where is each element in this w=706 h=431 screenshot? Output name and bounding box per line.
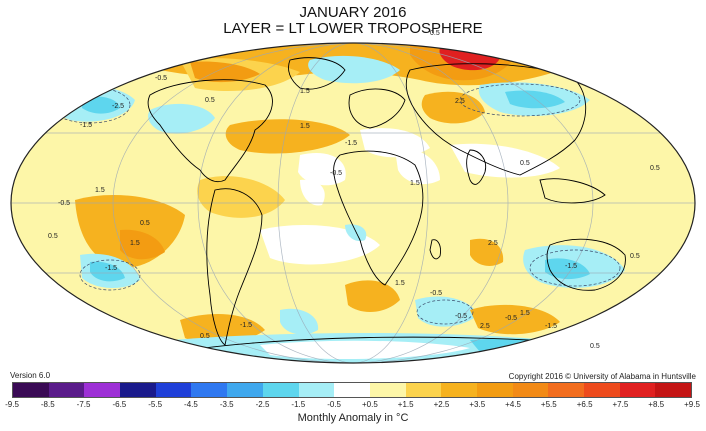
contour-label: 0.5 [630, 253, 640, 260]
scale-tick-label: -4.5 [184, 400, 198, 409]
color-swatch [405, 383, 442, 397]
scale-tick-label: +7.5 [612, 400, 629, 409]
color-scale-ticks: -9.5 -8.5 -7.5 -6.5 -5.5 -4.5 -3.5 -2.5 -1.5 -0.5… [5, 400, 700, 412]
color-swatch [619, 383, 656, 397]
color-scale-bar [12, 382, 692, 398]
color-swatch [584, 383, 620, 397]
color-swatch [334, 383, 370, 397]
contour-label: 0.5 [48, 233, 58, 240]
scale-tick-label: -8.5 [40, 400, 55, 409]
scale-tick-label: -7.5 [76, 400, 91, 409]
color-swatch [655, 383, 692, 397]
anomaly-fill [11, 43, 695, 363]
scale-tick-label: -5.5 [148, 400, 163, 409]
contour-label: 0.5 [200, 333, 210, 340]
contour-label: -1.5 [240, 322, 252, 329]
contour-label: 0.5 [430, 30, 440, 37]
contour-label: -2.5 [112, 103, 124, 110]
color-swatch [512, 383, 549, 397]
scale-tick-label: -3.5 [219, 400, 234, 409]
color-swatch [84, 383, 121, 397]
copyright-label: Copyright 2016 © University of Alabama i… [508, 372, 696, 381]
scale-tick-label: -0.5 [327, 400, 341, 409]
color-swatch [369, 383, 406, 397]
contour-label: 0.5 [205, 97, 215, 104]
contour-label: 0.5 [590, 343, 600, 350]
contour-label: 2.5 [480, 323, 490, 330]
scale-tick-label: +8.5 [648, 400, 665, 409]
contour-label: -1.5 [345, 140, 357, 147]
contour-label: 2.5 [455, 98, 465, 105]
contour-label: -0.5 [58, 200, 70, 207]
globe-outline [10, 42, 696, 364]
scale-tick-label: +2.5 [433, 400, 450, 409]
scale-tick-label: +0.5 [361, 400, 378, 409]
contour-label: -1.5 [565, 263, 577, 270]
map-title: JANUARY 2016 [299, 4, 407, 21]
scale-tick-label: -6.5 [112, 400, 127, 409]
color-swatch [48, 383, 85, 397]
color-swatch [13, 383, 49, 397]
contour-label: 2.5 [488, 240, 498, 247]
legend-caption: Monthly Anomaly in °C [297, 412, 409, 424]
scale-tick-label: -1.5 [291, 400, 306, 409]
color-swatch [476, 383, 513, 397]
color-swatch [441, 383, 477, 397]
layer-subtitle: LAYER = LT LOWER TROPOSPHERE [223, 20, 483, 37]
contour-label: -0.5 [455, 313, 467, 320]
scale-tick-label: +9.5 [684, 400, 700, 409]
contour-label: -0.5 [155, 75, 167, 82]
scale-tick-label: +6.5 [576, 400, 593, 409]
color-swatch [262, 383, 299, 397]
color-swatch [548, 383, 584, 397]
version-label: Version 6.0 [10, 371, 51, 380]
contour-label: -0.5 [330, 170, 342, 177]
contour-label: 1.5 [395, 280, 405, 287]
contour-label: -0.5 [430, 290, 442, 297]
color-swatch [120, 383, 156, 397]
contour-label: 1.5 [95, 187, 105, 194]
contour-label: 0.5 [140, 220, 150, 227]
color-swatch [298, 383, 335, 397]
contour-label: -1.5 [105, 265, 117, 272]
contour-label: 1.5 [520, 310, 530, 317]
contour-label: 1.5 [410, 180, 420, 187]
scale-tick-label: +5.5 [540, 400, 557, 409]
color-swatch [155, 383, 192, 397]
color-swatch [191, 383, 228, 397]
contour-label: -1.5 [545, 323, 557, 330]
scale-tick-label: +4.5 [505, 400, 521, 409]
contour-label: -1.5 [80, 122, 92, 129]
scale-tick-label: -9.5 [5, 400, 19, 409]
contour-label: 1.5 [130, 240, 140, 247]
scale-tick-label: +3.5 [469, 400, 486, 409]
contour-label: 0.5 [520, 160, 530, 167]
scale-tick-label: +1.5 [397, 400, 414, 409]
contour-label: -0.5 [505, 315, 517, 322]
scale-tick-label: -2.5 [255, 400, 270, 409]
color-swatch [227, 383, 263, 397]
contour-label: 1.5 [300, 88, 310, 95]
contour-label: 1.5 [300, 123, 310, 130]
contour-label: 0.5 [650, 165, 660, 172]
